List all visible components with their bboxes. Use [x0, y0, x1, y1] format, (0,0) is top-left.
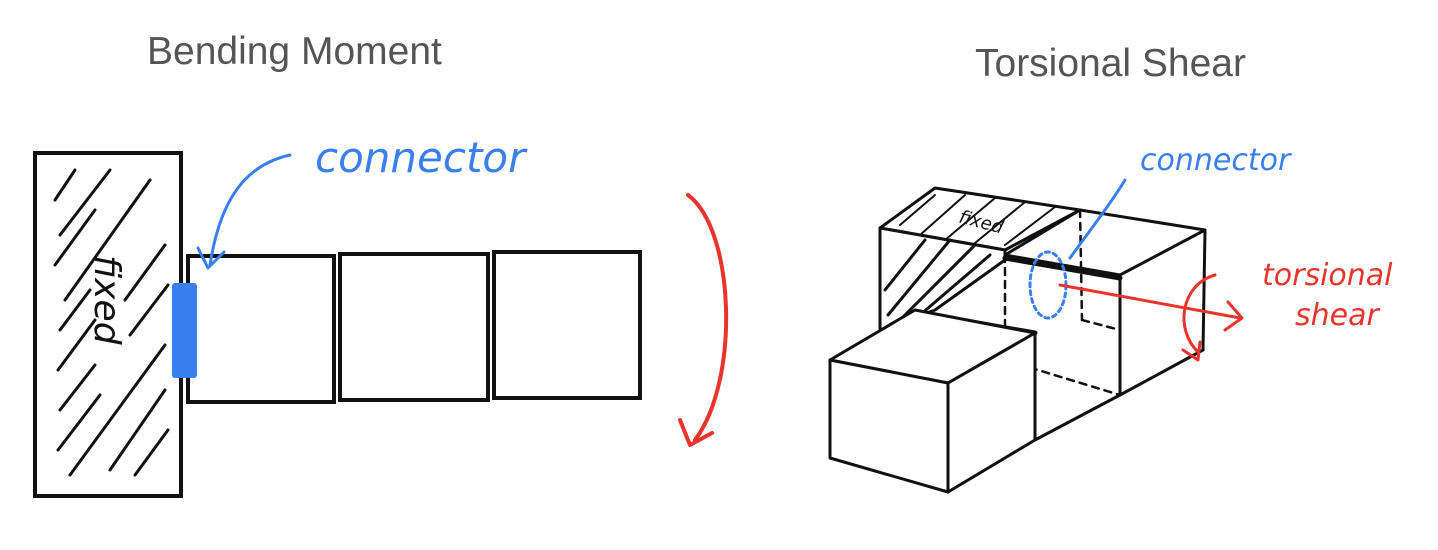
bending-diagram: fixed connector	[33, 133, 729, 498]
connector-label-right: connector	[1140, 143, 1292, 178]
torsion-axis	[1058, 283, 1242, 320]
connector-label-left: connector	[315, 133, 528, 182]
beam-box-1	[186, 254, 336, 404]
connector-arrowhead-left	[196, 246, 226, 270]
connector-arrow-left	[208, 153, 292, 267]
torsion-curl-arrowhead	[1181, 340, 1202, 362]
bending-moment-arrowhead	[678, 418, 714, 447]
beam-box-3	[492, 250, 642, 400]
bending-moment-arrow	[686, 193, 729, 442]
torsion-axis-arrowhead	[1223, 300, 1244, 332]
fixed-block-top-hatching	[899, 194, 1056, 246]
connector-arrow-right	[1068, 178, 1127, 260]
middle-box-bottom-edge	[1118, 348, 1205, 397]
torsion-diagram: fixed connector	[828, 143, 1393, 494]
torsional-label-line1: torsional	[1262, 258, 1393, 293]
torsion-curl	[1182, 273, 1217, 354]
front-block-side-edge	[1033, 393, 1122, 442]
connector-block	[172, 283, 197, 378]
torsional-shear-title: Torsional Shear	[975, 42, 1246, 85]
middle-box-right-edge	[1201, 228, 1207, 352]
front-block-front	[828, 358, 950, 494]
fixed-block-front-hatching	[883, 238, 992, 327]
beam-box-2	[338, 252, 490, 402]
torsional-label-line2: shear	[1295, 298, 1380, 333]
bending-moment-title: Bending Moment	[147, 30, 442, 73]
wall-hatching	[53, 168, 170, 477]
fixed-label-left: fixed	[86, 255, 127, 346]
